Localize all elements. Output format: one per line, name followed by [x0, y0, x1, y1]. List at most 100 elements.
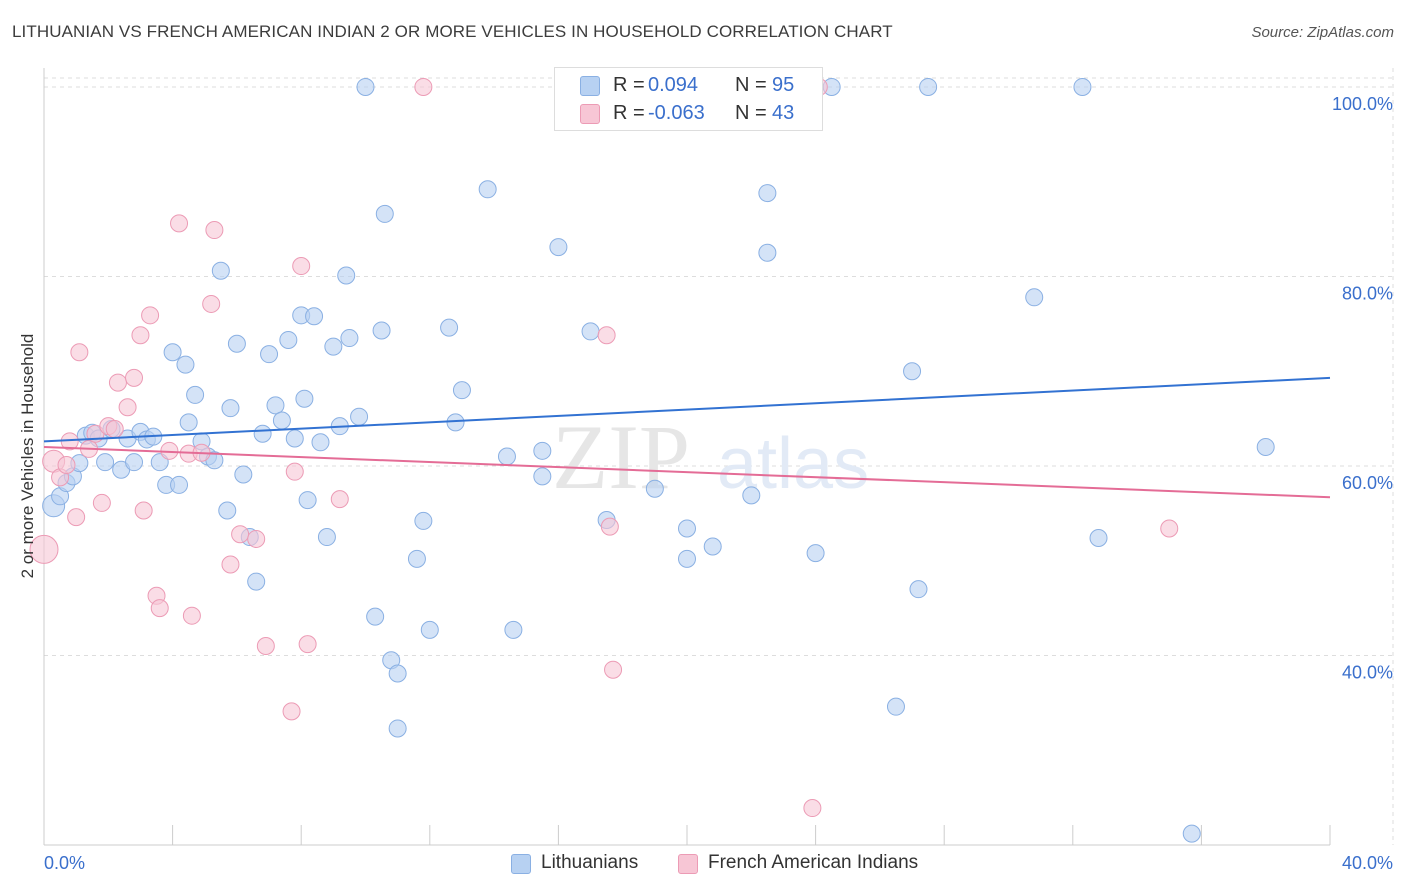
legend-n-value: 43	[772, 102, 795, 124]
watermark-atlas: atlas	[717, 424, 869, 504]
point-lithuanians	[372, 321, 391, 340]
point-lithuanians	[337, 266, 356, 285]
point-french-american-indians	[256, 637, 275, 656]
point-french-american-indians	[170, 214, 189, 233]
point-lithuanians	[179, 413, 198, 432]
point-french-american-indians	[604, 660, 623, 679]
trend-lines	[43, 376, 1331, 499]
legend-r-value: 0.094	[648, 74, 699, 96]
point-lithuanians	[227, 334, 246, 353]
point-lithuanians	[170, 475, 189, 494]
point-lithuanians	[285, 429, 304, 448]
point-lithuanians	[260, 345, 279, 364]
point-french-american-indians	[141, 306, 160, 325]
point-french-american-indians	[108, 373, 127, 392]
point-french-american-indians	[600, 517, 619, 536]
point-lithuanians	[221, 399, 240, 418]
point-lithuanians	[452, 381, 471, 400]
point-french-american-indians	[125, 368, 144, 387]
point-french-american-indians	[298, 635, 317, 654]
point-lithuanians	[311, 433, 330, 452]
point-lithuanians	[758, 184, 777, 203]
point-french-american-indians	[118, 398, 137, 417]
point-lithuanians	[350, 407, 369, 426]
point-lithuanians	[420, 620, 439, 639]
point-lithuanians	[388, 719, 407, 738]
point-french-american-indians	[221, 555, 240, 574]
point-french-american-indians	[182, 606, 201, 625]
y-tick-label: 40.0%	[1342, 662, 1393, 682]
point-lithuanians	[446, 413, 465, 432]
point-french-american-indians	[150, 599, 169, 618]
point-french-american-indians	[70, 343, 89, 362]
x-tick-label: 0.0%	[44, 853, 85, 873]
point-lithuanians	[504, 620, 523, 639]
point-lithuanians	[703, 537, 722, 556]
point-lithuanians	[1089, 528, 1108, 547]
point-french-american-indians	[282, 702, 301, 721]
point-lithuanians	[581, 322, 600, 341]
bottom-legend-label: Lithuanians	[541, 852, 639, 873]
point-lithuanians	[272, 411, 291, 430]
point-lithuanians	[549, 238, 568, 257]
point-lithuanians	[440, 318, 459, 337]
point-french-american-indians	[131, 326, 150, 345]
point-french-american-indians	[202, 294, 221, 313]
legend-r-value: -0.063	[648, 102, 705, 124]
point-french-american-indians	[1160, 519, 1179, 538]
chart-title: LITHUANIAN VS FRENCH AMERICAN INDIAN 2 O…	[12, 22, 893, 41]
point-lithuanians	[96, 453, 115, 472]
point-lithuanians	[909, 580, 928, 599]
point-lithuanians	[375, 204, 394, 223]
point-lithuanians	[125, 453, 144, 472]
point-lithuanians	[1256, 438, 1275, 457]
point-french-american-indians	[67, 508, 86, 527]
point-lithuanians	[356, 77, 375, 96]
point-lithuanians	[533, 467, 552, 486]
point-lithuanians	[317, 528, 336, 547]
point-lithuanians	[340, 329, 359, 348]
point-lithuanians	[163, 343, 182, 362]
point-french-american-indians	[92, 493, 111, 512]
point-lithuanians	[678, 519, 696, 538]
point-french-american-indians	[330, 490, 349, 509]
point-french-american-indians	[414, 77, 433, 96]
point-lithuanians	[234, 465, 253, 484]
point-lithuanians	[253, 424, 272, 443]
legend-r-label: R =	[613, 102, 645, 124]
point-lithuanians	[176, 355, 195, 374]
data-points	[29, 77, 1275, 843]
point-lithuanians	[903, 362, 922, 381]
point-lithuanians	[478, 180, 497, 199]
point-french-american-indians	[105, 420, 124, 439]
point-lithuanians	[305, 307, 324, 326]
point-lithuanians	[758, 243, 777, 262]
point-lithuanians	[414, 511, 433, 530]
point-french-american-indians	[29, 534, 59, 564]
point-lithuanians	[1073, 77, 1092, 96]
correlation-legend: R = 0.094 N = 95 R = -0.063 N = 43	[554, 67, 823, 131]
point-french-american-indians	[285, 462, 304, 481]
point-lithuanians	[388, 664, 407, 683]
source-credit: Source: ZipAtlas.com	[1251, 24, 1394, 41]
point-french-american-indians	[205, 221, 224, 240]
legend-swatch-blue	[580, 76, 600, 96]
point-lithuanians	[742, 486, 761, 505]
point-lithuanians	[298, 491, 317, 510]
point-lithuanians	[295, 389, 314, 408]
point-lithuanians	[211, 261, 230, 280]
point-french-american-indians	[597, 326, 616, 345]
bottom-legend-label: French American Indians	[708, 852, 919, 873]
watermark-zip: ZIP	[552, 406, 690, 508]
point-lithuanians	[886, 697, 905, 716]
y-tick-label: 80.0%	[1342, 283, 1393, 303]
tick-labels: 40.0% 60.0% 80.0% 100.0% 0.0% 40.0%	[44, 94, 1393, 873]
point-lithuanians	[806, 544, 825, 563]
point-lithuanians	[678, 549, 696, 568]
point-french-american-indians	[231, 525, 250, 544]
y-tick-label: 60.0%	[1342, 473, 1393, 493]
point-lithuanians	[279, 330, 298, 349]
point-lithuanians	[533, 441, 552, 460]
point-lithuanians	[407, 549, 426, 568]
point-french-american-indians	[292, 257, 311, 276]
